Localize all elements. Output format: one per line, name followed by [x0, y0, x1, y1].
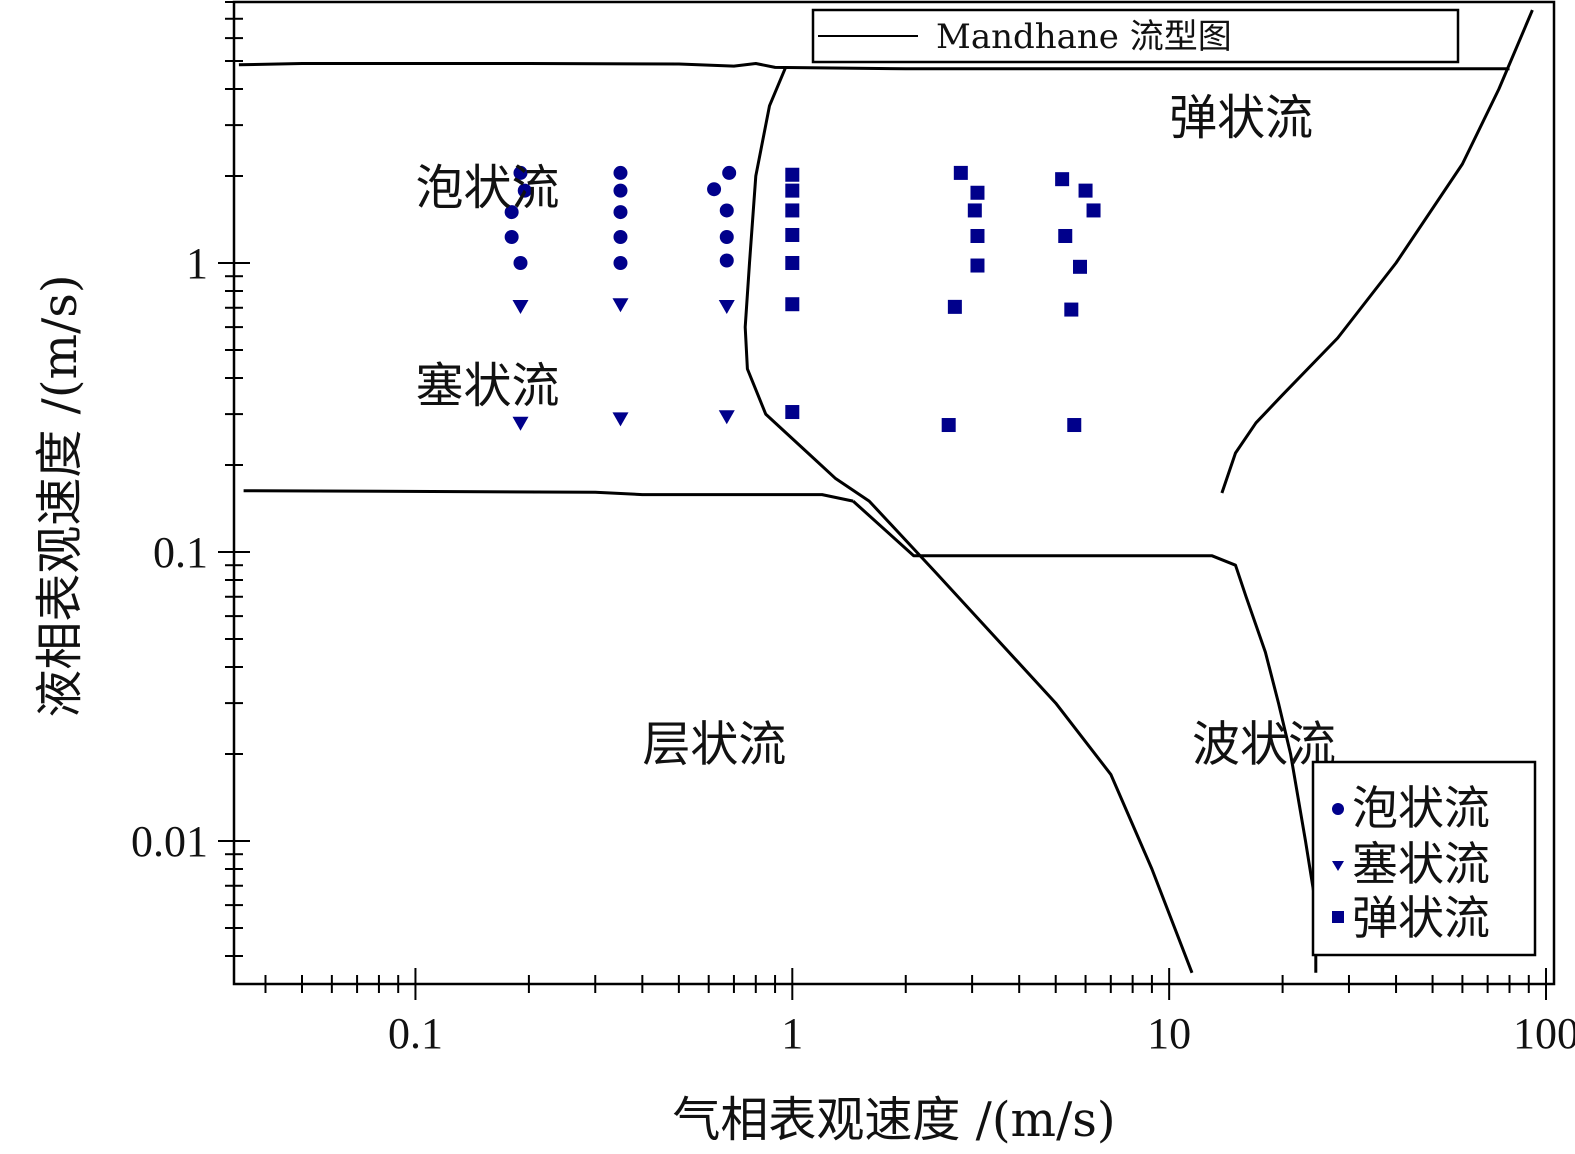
point-triangle — [612, 298, 629, 313]
point-square — [785, 203, 800, 218]
region-label: 弹状流 — [1169, 90, 1313, 146]
point-square — [785, 183, 800, 198]
x-tick-label: 1 — [781, 1009, 803, 1058]
x-tick-label: 0.1 — [388, 1009, 443, 1058]
point-circle — [504, 205, 519, 220]
point-square — [970, 228, 985, 243]
x-axis-title: 气相表观速度 /(m/s) — [672, 1092, 1115, 1148]
legend-label-bubble: 泡状流 — [1352, 781, 1490, 835]
region-label: 泡状流 — [415, 160, 559, 216]
regime-boundaries — [238, 9, 1534, 974]
point-square — [1067, 418, 1082, 433]
point-square — [785, 167, 800, 182]
y-axis-ticks: 0.01 0.1 1 — [131, 1, 250, 957]
point-square — [785, 405, 800, 420]
point-square — [941, 418, 956, 433]
point-triangle — [612, 412, 629, 427]
point-square — [1078, 183, 1093, 198]
point-square — [1086, 203, 1101, 218]
point-circle — [719, 230, 734, 245]
point-square — [970, 185, 985, 200]
x-tick-label: 10 — [1147, 1009, 1191, 1058]
x-axis-ticks: 0.1 1 10 100 — [264, 968, 1575, 1058]
point-circle — [719, 253, 734, 268]
point-square — [970, 258, 985, 273]
boundary-legend-box: Mandhane 流型图 — [811, 8, 1460, 64]
data-markers — [504, 165, 1101, 433]
legend-square-marker — [1332, 911, 1344, 923]
legend-circle-marker — [1332, 803, 1344, 815]
point-circle — [613, 230, 628, 245]
point-circle — [719, 203, 734, 218]
point-circle — [513, 255, 528, 270]
legend-triangle-marker — [1332, 861, 1344, 871]
point-square — [785, 227, 800, 242]
y-tick-label: 0.01 — [131, 817, 208, 866]
point-square — [967, 203, 982, 218]
region-label: 塞状流 — [415, 358, 559, 414]
plot-frame — [232, 0, 1556, 986]
point-square — [1058, 228, 1073, 243]
boundary-line-3 — [852, 499, 1318, 973]
point-circle — [513, 165, 528, 180]
point-triangle — [512, 416, 529, 431]
region-label: 层状流 — [642, 716, 786, 772]
point-triangle — [512, 299, 529, 314]
point-square — [1073, 259, 1088, 274]
boundary-line-2 — [243, 489, 854, 503]
legend-label-plug: 塞状流 — [1352, 837, 1490, 891]
x-tick-label: 100 — [1513, 1009, 1575, 1058]
point-square — [947, 299, 962, 314]
point-circle — [722, 165, 737, 180]
boundary-legend-label: Mandhane 流型图 — [936, 17, 1232, 57]
y-tick-label: 0.1 — [153, 528, 208, 577]
point-triangle — [718, 299, 735, 314]
point-circle — [613, 205, 628, 220]
point-circle — [613, 165, 628, 180]
boundary-line-4 — [1220, 9, 1534, 494]
point-circle — [517, 183, 532, 198]
point-circle — [613, 183, 628, 198]
point-square — [953, 165, 968, 180]
y-tick-label: 1 — [186, 239, 208, 288]
legend-label-slug: 弹状流 — [1352, 891, 1490, 945]
point-square — [1064, 302, 1079, 317]
point-circle — [707, 182, 722, 197]
point-square — [785, 255, 800, 270]
point-circle — [504, 230, 519, 245]
point-circle — [613, 255, 628, 270]
point-square — [785, 297, 800, 312]
boundary-line-0 — [238, 62, 1510, 71]
boundary-line-1 — [743, 66, 1194, 974]
y-axis-title: 液相表观速度 /(m/s) — [32, 274, 88, 717]
series-legend-box: 泡状流 塞状流 弹状流 — [1311, 760, 1537, 957]
point-triangle — [718, 410, 735, 425]
point-square — [1055, 172, 1070, 187]
